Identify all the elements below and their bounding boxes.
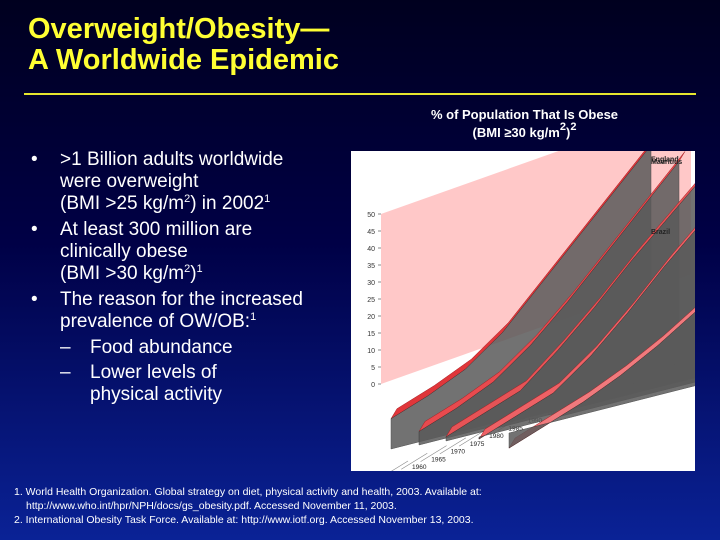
y-tick-label: 30	[367, 280, 375, 287]
footnote-1-cont: http://www.who.int/hpr/NPH/docs/gs_obesi…	[26, 500, 397, 512]
series-label: Mauritius	[651, 159, 682, 166]
sub-bullet-marker: –	[60, 337, 71, 358]
obesity-3d-chart: 0 5 10 15 20 25 30 35 40 45 50 1960 1965 1970 1975 1980…	[367, 151, 695, 471]
y-tick-label: 20	[367, 314, 375, 321]
y-tick-label: 35	[367, 263, 375, 270]
bullet-marker: •	[31, 289, 38, 310]
sub-bullet-marker: –	[60, 362, 71, 383]
bullet-text: At least 300 million are clinically obese…	[60, 219, 253, 284]
series-label: England	[651, 157, 679, 164]
bullet-text: Food abundance	[90, 337, 233, 358]
title-divider	[24, 93, 696, 95]
x-grid-line	[401, 453, 428, 470]
y-tick-label: 0	[371, 382, 375, 389]
y-tick-label: 10	[367, 348, 375, 355]
bullet-text: >1 Billion adults worldwide were overweig…	[60, 149, 284, 214]
series-side	[508, 311, 695, 449]
bullet-marker: •	[31, 149, 38, 170]
x-tick-label: 1960	[412, 464, 427, 471]
footnote-1: 1. World Health Organization. Global str…	[14, 486, 482, 498]
bullet-marker: •	[31, 219, 38, 240]
footnote-2: 2. International Obesity Task Force. Ava…	[14, 514, 474, 526]
chart-panel: 0 5 10 15 20 25 30 35 40 45 50 1960 1965 1970 1975 1980…	[351, 151, 695, 471]
y-tick-label: 5	[371, 365, 375, 372]
title-line-2: A Worldwide Epidemic	[28, 44, 339, 76]
x-tick-label: 1975	[470, 441, 485, 448]
y-tick-label: 40	[367, 246, 375, 253]
y-tick-label: 25	[367, 297, 375, 304]
y-tick-label: 50	[367, 212, 375, 219]
x-tick-label: 1970	[451, 449, 466, 456]
x-tick-label: 1965	[431, 456, 446, 463]
sub-bullet-item: – Food abundance	[28, 337, 358, 359]
bullet-text: The reason for the increased prevalence o…	[60, 289, 303, 332]
bullet-text: Lower levels of physical activity	[90, 362, 222, 405]
sub-bullet-item: – Lower levels of physical activity	[28, 362, 358, 406]
x-grid-line	[458, 429, 486, 447]
slide-title: Overweight/Obesity— A Worldwide Epidemic	[28, 14, 339, 76]
y-tick-label: 45	[367, 229, 375, 236]
chart-title: % of Population That Is Obese (BMI ≥30 kg…	[430, 107, 619, 140]
title-line-1: Overweight/Obesity—	[28, 13, 330, 45]
x-grid-line	[391, 460, 409, 471]
x-grid-line	[439, 437, 467, 455]
bullet-list: • >1 Billion adults worldwide were overwe…	[28, 149, 358, 409]
x-tick-label: 1985	[508, 425, 523, 432]
x-grid-line	[420, 445, 447, 462]
bullet-item: • At least 300 million are clinically obe…	[28, 219, 358, 285]
footnotes: 1. World Health Organization. Global str…	[14, 485, 482, 527]
x-tick-label: 1980	[489, 433, 504, 440]
bullet-item: • The reason for the increased prevalence…	[28, 289, 358, 333]
bullet-item: • >1 Billion adults worldwide were overwe…	[28, 149, 358, 215]
series-label: Brazil	[651, 229, 670, 236]
y-tick-label: 15	[367, 331, 375, 338]
